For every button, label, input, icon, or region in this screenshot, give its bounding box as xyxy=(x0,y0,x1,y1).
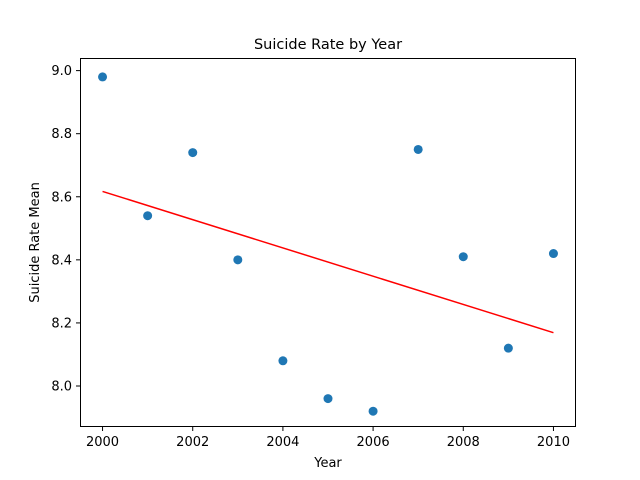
plot-area xyxy=(80,58,576,427)
x-tick-label: 2000 xyxy=(86,435,119,450)
data-point xyxy=(98,72,108,82)
data-point xyxy=(323,394,333,404)
y-tick-label: 8.2 xyxy=(51,316,72,331)
data-point xyxy=(233,255,243,265)
y-tick-label: 8.8 xyxy=(51,127,72,142)
data-point xyxy=(548,249,558,259)
x-tick-label: 2002 xyxy=(176,435,209,450)
x-tick-label: 2010 xyxy=(537,435,570,450)
y-tick-label: 8.0 xyxy=(51,380,72,395)
x-tick-label: 2006 xyxy=(357,435,390,450)
y-tick-label: 9.0 xyxy=(51,64,72,79)
y-axis: 8.0 8.2 8.4 8.6 8.8 9.0 xyxy=(51,64,80,395)
y-tick-label: 8.6 xyxy=(51,190,72,205)
x-axis-title: Year xyxy=(313,456,342,471)
data-point xyxy=(458,252,468,262)
data-points xyxy=(98,72,558,416)
trend-line xyxy=(102,190,554,334)
chart-title: Suicide Rate by Year xyxy=(254,37,402,53)
y-axis-title: Suicide Rate Mean xyxy=(28,182,43,303)
y-tick-label: 8.4 xyxy=(51,253,72,268)
data-point xyxy=(368,406,378,416)
data-point xyxy=(278,356,288,366)
data-point xyxy=(413,144,423,154)
data-point xyxy=(188,148,198,158)
x-tick-label: 2008 xyxy=(447,435,480,450)
x-tick-label: 2004 xyxy=(266,435,299,450)
data-point xyxy=(503,343,513,353)
x-axis: 2000 2002 2004 2006 2008 2010 xyxy=(86,427,570,450)
data-point xyxy=(143,211,153,221)
plot-frame xyxy=(80,58,576,427)
